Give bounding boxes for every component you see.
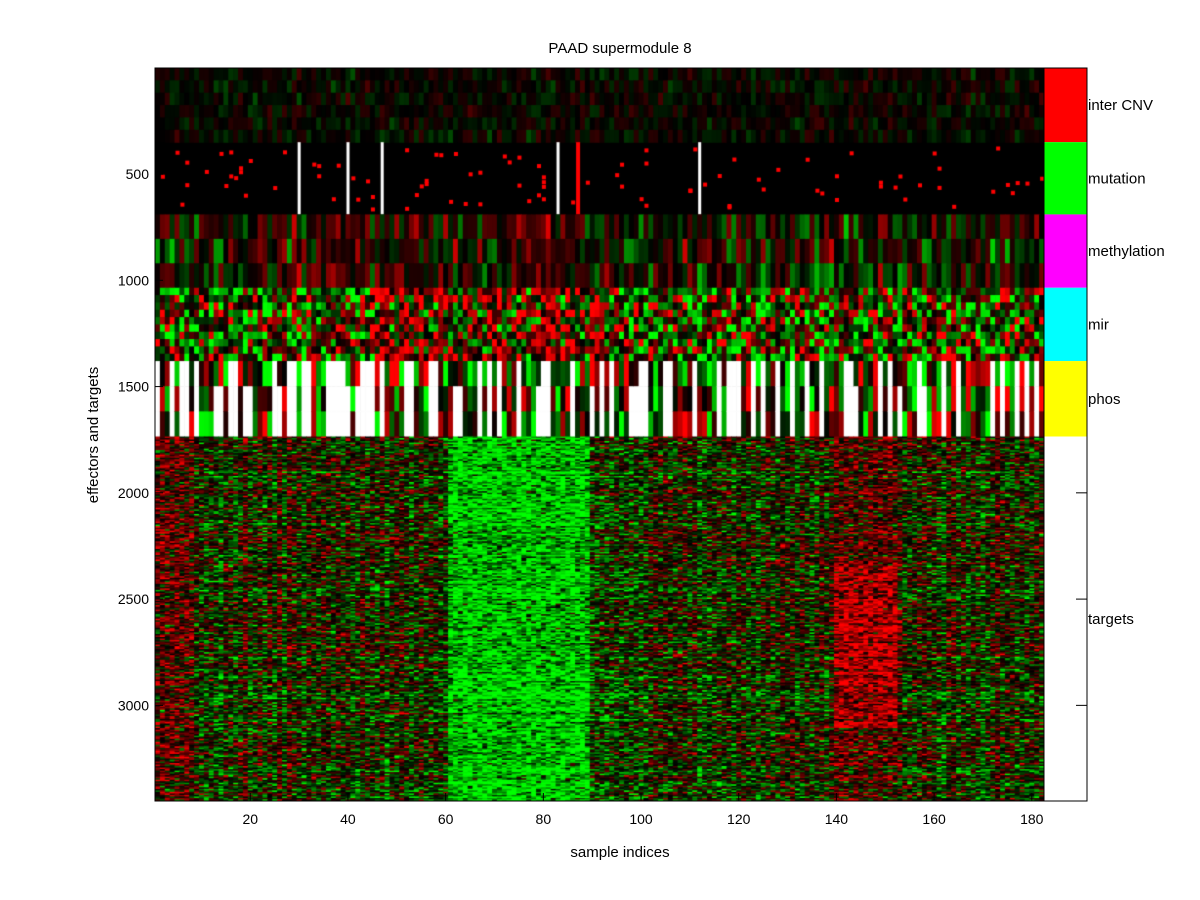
- y-tick-label: 1500: [118, 379, 149, 395]
- band-swatch: [1044, 436, 1087, 801]
- y-tick-label: 3000: [118, 697, 149, 713]
- band-label: phos: [1088, 391, 1121, 408]
- x-tick-label: 40: [340, 811, 356, 827]
- band-label: mir: [1088, 316, 1109, 333]
- x-tick-label: 160: [922, 811, 946, 827]
- band-label: targets: [1088, 611, 1134, 628]
- x-tick-label: 20: [242, 811, 258, 827]
- band-swatch: [1044, 214, 1087, 288]
- x-tick-label: 140: [825, 811, 849, 827]
- band-colorbar: inter CNV mutation methylation mir phos targe…: [1044, 68, 1165, 802]
- band-swatch: [1044, 287, 1087, 362]
- band-label: inter CNV: [1088, 97, 1153, 114]
- x-tick-label: 60: [438, 811, 454, 827]
- y-tick-label: 2000: [118, 485, 149, 501]
- colorbar-frame: [1043, 67, 1088, 802]
- band-swatch: [1044, 361, 1087, 437]
- x-tick-label: 100: [629, 811, 653, 827]
- y-tick-label: 500: [126, 166, 150, 182]
- heatmap-image: [155, 68, 1044, 801]
- band-swatch: [1044, 68, 1087, 143]
- x-tick-label: 180: [1020, 811, 1044, 827]
- heatmap-cells: [155, 68, 1044, 801]
- chart-title: PAAD supermodule 8: [548, 40, 691, 57]
- band-label: mutation: [1088, 170, 1146, 187]
- band-swatch: [1044, 142, 1087, 215]
- x-tick-label: 120: [727, 811, 751, 827]
- y-tick-label: 2500: [118, 591, 149, 607]
- band-label: methylation: [1088, 243, 1165, 260]
- y-tick-label: 1000: [118, 272, 149, 288]
- x-tick-label: 80: [536, 811, 552, 827]
- y-axis-label: effectors and targets: [85, 367, 102, 503]
- y-axis-ticks: 500 1000 1500 2000 2500 3000: [118, 166, 163, 713]
- x-axis-ticks: 20 40 60 80 100 120 140 160 180: [242, 793, 1044, 827]
- x-axis-label: sample indices: [570, 844, 669, 861]
